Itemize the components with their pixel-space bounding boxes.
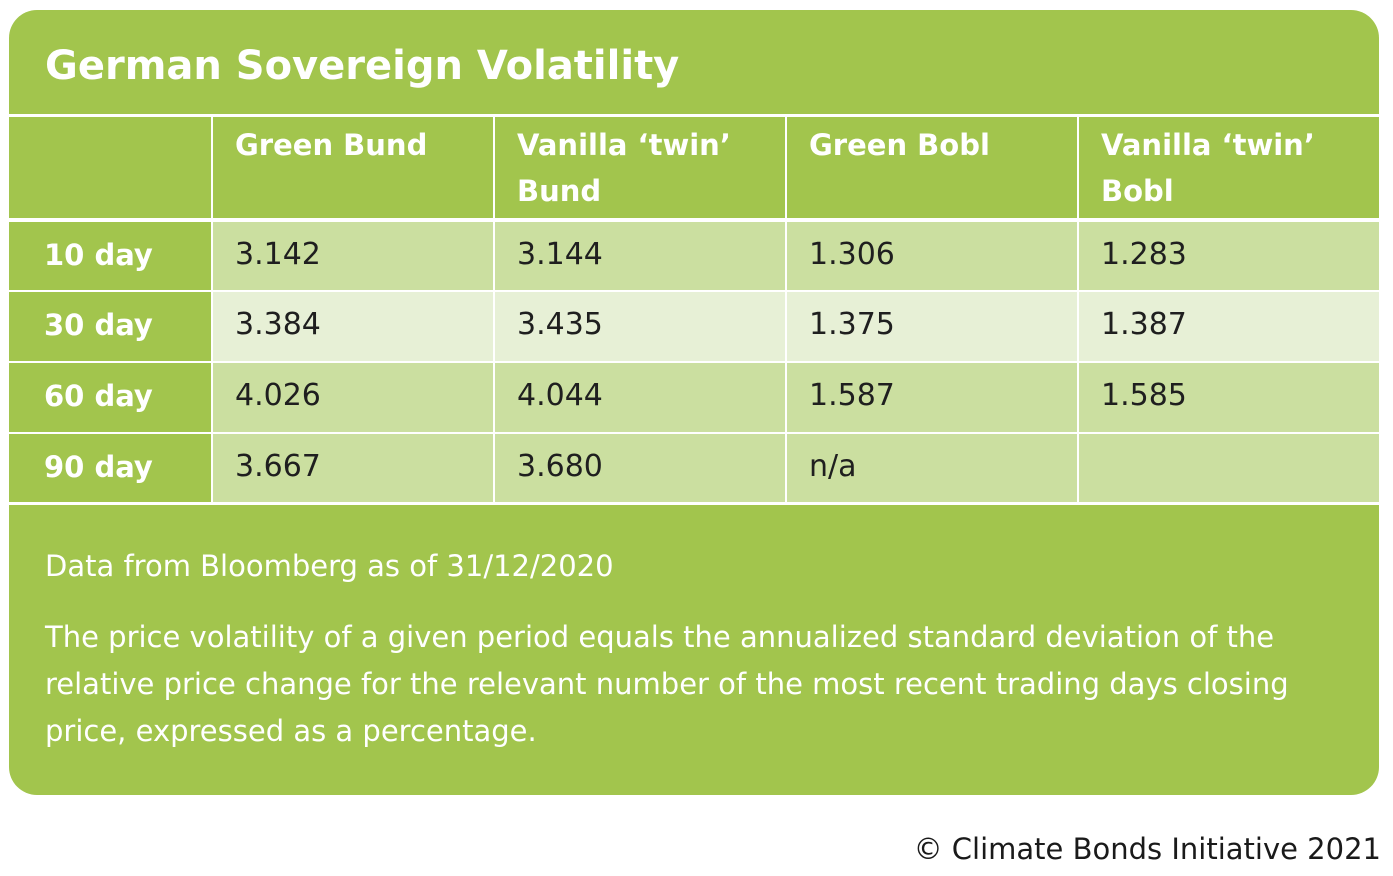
header-row: Green Bund Vanilla ‘twin’ Bund Green Bob… (9, 115, 1379, 220)
table-title: German Sovereign Volatility (45, 43, 680, 89)
table-cell: 4.044 (493, 361, 787, 433)
table-cell: 4.026 (211, 361, 495, 433)
table-cell: 3.667 (211, 432, 495, 504)
row-label: 60 day (9, 361, 213, 433)
table-cell: 1.375 (785, 290, 1079, 362)
table-row: 60 day 4.026 4.044 1.587 1.585 (9, 361, 1379, 433)
header-vanilla-twin-bund: Vanilla ‘twin’ Bund (493, 115, 787, 220)
row-label: 30 day (9, 290, 213, 362)
volatility-table: Green Bund Vanilla ‘twin’ Bund Green Bob… (9, 114, 1379, 505)
table-cell (1077, 432, 1379, 504)
table-row: 90 day 3.667 3.680 n/a (9, 432, 1379, 504)
volatility-card: German Sovereign Volatility Green Bund V… (9, 10, 1379, 795)
table-row: 30 day 3.384 3.435 1.375 1.387 (9, 290, 1379, 362)
table-cell: 1.387 (1077, 290, 1379, 362)
volatility-definition-note: The price volatility of a given period e… (45, 620, 1289, 748)
table-cell: 3.144 (493, 219, 787, 291)
header-green-bund: Green Bund (211, 115, 495, 220)
row-label: 10 day (9, 219, 213, 291)
copyright-notice: © Climate Bonds Initiative 2021 (913, 832, 1381, 866)
table-row: 10 day 3.142 3.144 1.306 1.283 (9, 219, 1379, 291)
table-cell: 1.587 (785, 361, 1079, 433)
data-source-note: Data from Bloomberg as of 31/12/2020 (45, 549, 614, 583)
header-green-bobl: Green Bobl (785, 115, 1079, 220)
table-cell: n/a (785, 432, 1079, 504)
table-cell: 3.435 (493, 290, 787, 362)
table-cell: 3.680 (493, 432, 787, 504)
row-label: 90 day (9, 432, 213, 504)
table-cell: 1.306 (785, 219, 1079, 291)
header-vanilla-twin-bobl: Vanilla ‘twin’ Bobl (1077, 115, 1379, 220)
table-cell: 3.384 (211, 290, 495, 362)
table-cell: 1.283 (1077, 219, 1379, 291)
header-cell-empty (9, 115, 213, 220)
table-cell: 1.585 (1077, 361, 1379, 433)
table-cell: 3.142 (211, 219, 495, 291)
